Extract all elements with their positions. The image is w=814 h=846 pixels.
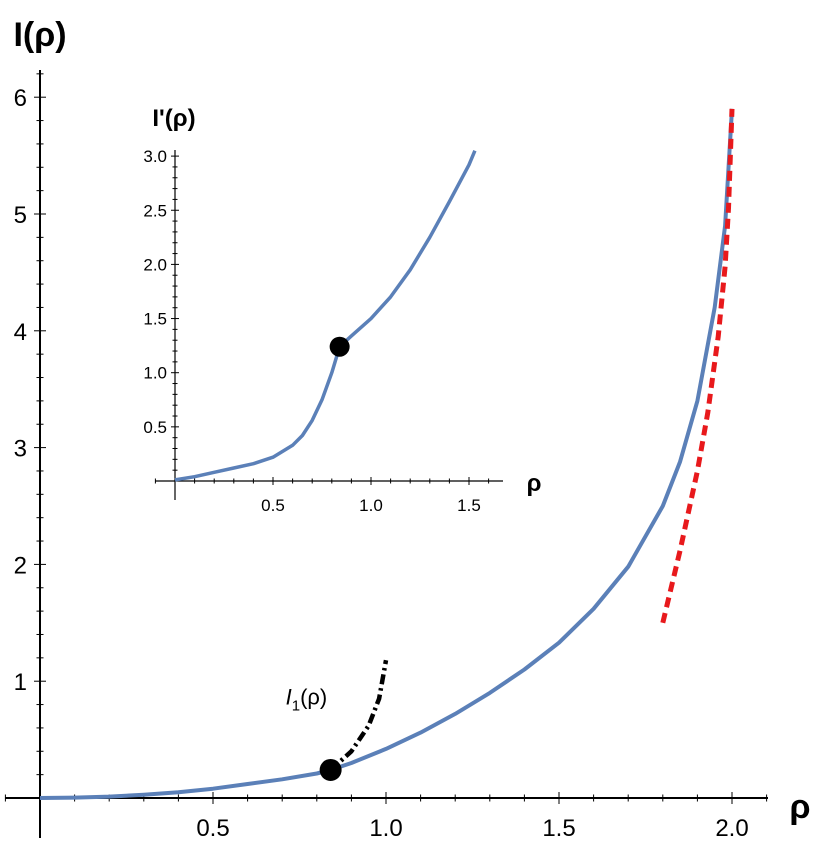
y-tick-label: 3 — [14, 436, 27, 463]
x-axis-title: ρ — [527, 470, 542, 497]
annotation-rest: (ρ) — [300, 685, 327, 710]
y-axis-title: I(ρ) — [13, 16, 66, 54]
marker-point-0 — [319, 758, 342, 781]
y-tick-label: 3.0 — [143, 147, 167, 166]
marker-point-0 — [329, 336, 350, 357]
x-axis-title: ρ — [789, 788, 810, 826]
y-tick-label: 5 — [14, 202, 27, 229]
x-tick-label: 1.0 — [359, 496, 383, 515]
x-tick-label: 1.0 — [369, 815, 402, 842]
x-tick-label: 1.5 — [542, 815, 575, 842]
y-tick-label: 6 — [14, 85, 27, 112]
y-tick-label: 0.5 — [143, 418, 167, 437]
y-tick-label: 2.5 — [143, 201, 167, 220]
x-tick-label: 0.5 — [261, 496, 285, 515]
y-tick-label: 2.0 — [143, 255, 167, 274]
x-tick-label: 0.5 — [196, 815, 229, 842]
curve-annotation-0: I1(ρ) — [286, 685, 328, 715]
inset-plot: 0.5 1.0 1.5 0.5 1.0 1.5 2.0 2.5 3.0 ρ I'(ρ) — [143, 105, 541, 515]
y-tick-label: 1.5 — [143, 310, 167, 329]
y-tick-label: 2 — [14, 552, 27, 579]
y-tick-label: 1 — [14, 669, 27, 696]
x-tick-label: 2.0 — [715, 815, 748, 842]
y-axis-title: I'(ρ) — [152, 105, 195, 132]
series-line-0 — [174, 150, 477, 482]
y-tick-label: 1.0 — [143, 364, 167, 383]
series-line-1 — [660, 108, 735, 624]
annotation-subscript: 1 — [292, 698, 300, 715]
annotation-base: I — [286, 685, 292, 710]
y-tick-label: 4 — [14, 319, 27, 346]
series-line-0 — [39, 108, 734, 800]
x-tick-label: 1.5 — [457, 496, 481, 515]
